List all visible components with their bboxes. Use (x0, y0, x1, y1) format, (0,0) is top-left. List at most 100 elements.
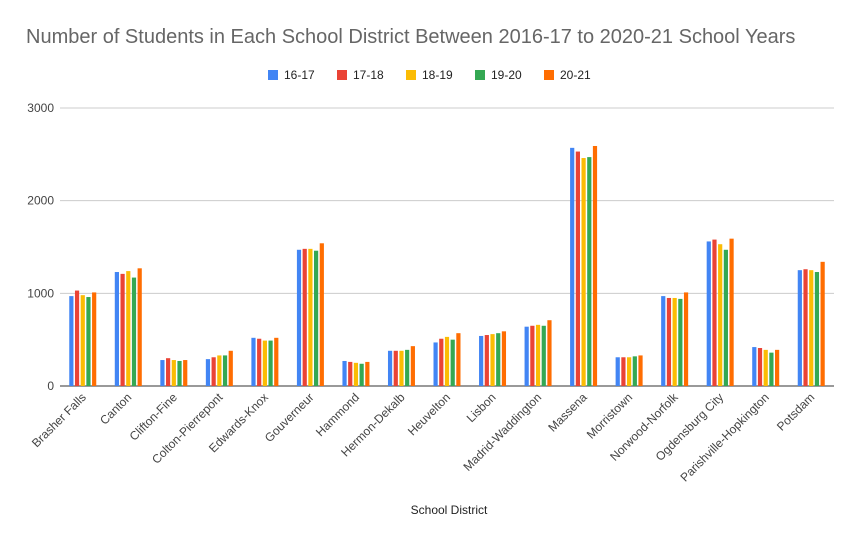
bar (314, 250, 319, 386)
bar (268, 340, 273, 386)
bar (342, 360, 347, 386)
bar (217, 355, 222, 386)
bar (479, 335, 484, 386)
bar (211, 357, 216, 386)
bar (814, 272, 820, 386)
legend-swatch (268, 70, 278, 80)
bars (69, 145, 825, 386)
bar (797, 270, 802, 386)
bar (69, 296, 74, 386)
y-axis-ticks: 0 1000 2000 3000 (27, 101, 54, 393)
bar (393, 350, 398, 386)
bar (496, 333, 501, 386)
bar (547, 320, 552, 386)
bar (348, 361, 353, 386)
bar (769, 352, 774, 386)
bar (74, 290, 80, 386)
legend-swatch (337, 70, 347, 80)
bar (809, 270, 814, 386)
bar (775, 349, 780, 386)
bar (712, 239, 717, 386)
bar (638, 355, 643, 386)
bar (444, 336, 450, 386)
bar (399, 350, 404, 386)
bar (820, 261, 825, 386)
bar (524, 326, 529, 386)
chart-title: Number of Students in Each School Distri… (26, 26, 796, 48)
bar (160, 360, 165, 386)
legend-label: 19-20 (491, 68, 522, 82)
bar (627, 357, 632, 386)
bar (126, 271, 131, 386)
x-tick-label: Gouverneur (262, 390, 317, 445)
bar (615, 357, 620, 386)
bar (387, 350, 393, 386)
bar (166, 358, 171, 386)
y-tick-label: 0 (47, 379, 54, 393)
bar (706, 241, 711, 386)
bar (752, 347, 757, 386)
bar (501, 331, 507, 386)
bar (86, 297, 91, 386)
bar (672, 297, 677, 386)
bar (319, 243, 324, 386)
bar (410, 346, 415, 386)
x-tick-label: Parishville-Hopkington (678, 390, 772, 484)
bar (587, 157, 592, 386)
bar (683, 292, 689, 386)
bar (592, 145, 598, 386)
bar (666, 297, 672, 386)
bar (274, 337, 279, 386)
bar (661, 296, 666, 386)
bar (530, 325, 535, 386)
bar (171, 360, 176, 386)
x-tick-label: Potsdam (774, 390, 817, 433)
bar (131, 277, 137, 386)
bar (433, 342, 438, 386)
bar (405, 349, 410, 386)
bar (581, 158, 586, 386)
legend-label: 18-19 (422, 68, 453, 82)
bar (541, 325, 546, 386)
bar (439, 338, 444, 386)
bar (484, 335, 489, 386)
bar (302, 248, 307, 386)
bar (120, 273, 125, 386)
bar (80, 295, 85, 386)
bar (296, 249, 302, 386)
legend-label: 17-18 (353, 68, 384, 82)
x-tick-label: Lisbon (464, 390, 499, 425)
bar (228, 350, 233, 386)
bar (177, 360, 182, 386)
bar (570, 147, 575, 386)
bar (535, 324, 541, 386)
bar (222, 355, 228, 386)
bar (757, 348, 763, 386)
bar (678, 298, 683, 386)
bar (365, 361, 370, 386)
bar (308, 248, 313, 386)
legend-label: 20-21 (560, 68, 591, 82)
bar (456, 333, 461, 386)
bar (353, 362, 359, 386)
x-tick-label: Brasher Falls (29, 390, 89, 450)
x-tick-label: Massena (545, 390, 590, 435)
x-tick-label: Madrid-Waddington (461, 390, 545, 474)
x-tick-label: Heuvelton (405, 390, 453, 438)
bar (257, 338, 262, 386)
x-tick-label: Canton (97, 390, 134, 427)
bar (114, 272, 119, 386)
legend-swatch (406, 70, 416, 80)
bar (205, 359, 211, 386)
y-tick-label: 1000 (27, 286, 54, 300)
bar (359, 363, 364, 386)
bar (490, 334, 495, 386)
bar (575, 151, 580, 386)
legend-swatch (544, 70, 554, 80)
legend: 16-17 17-18 18-19 19-20 20-21 (268, 68, 591, 82)
bar (183, 360, 188, 386)
y-tick-label: 3000 (27, 101, 54, 115)
legend-swatch (475, 70, 485, 80)
y-tick-label: 2000 (27, 194, 54, 208)
